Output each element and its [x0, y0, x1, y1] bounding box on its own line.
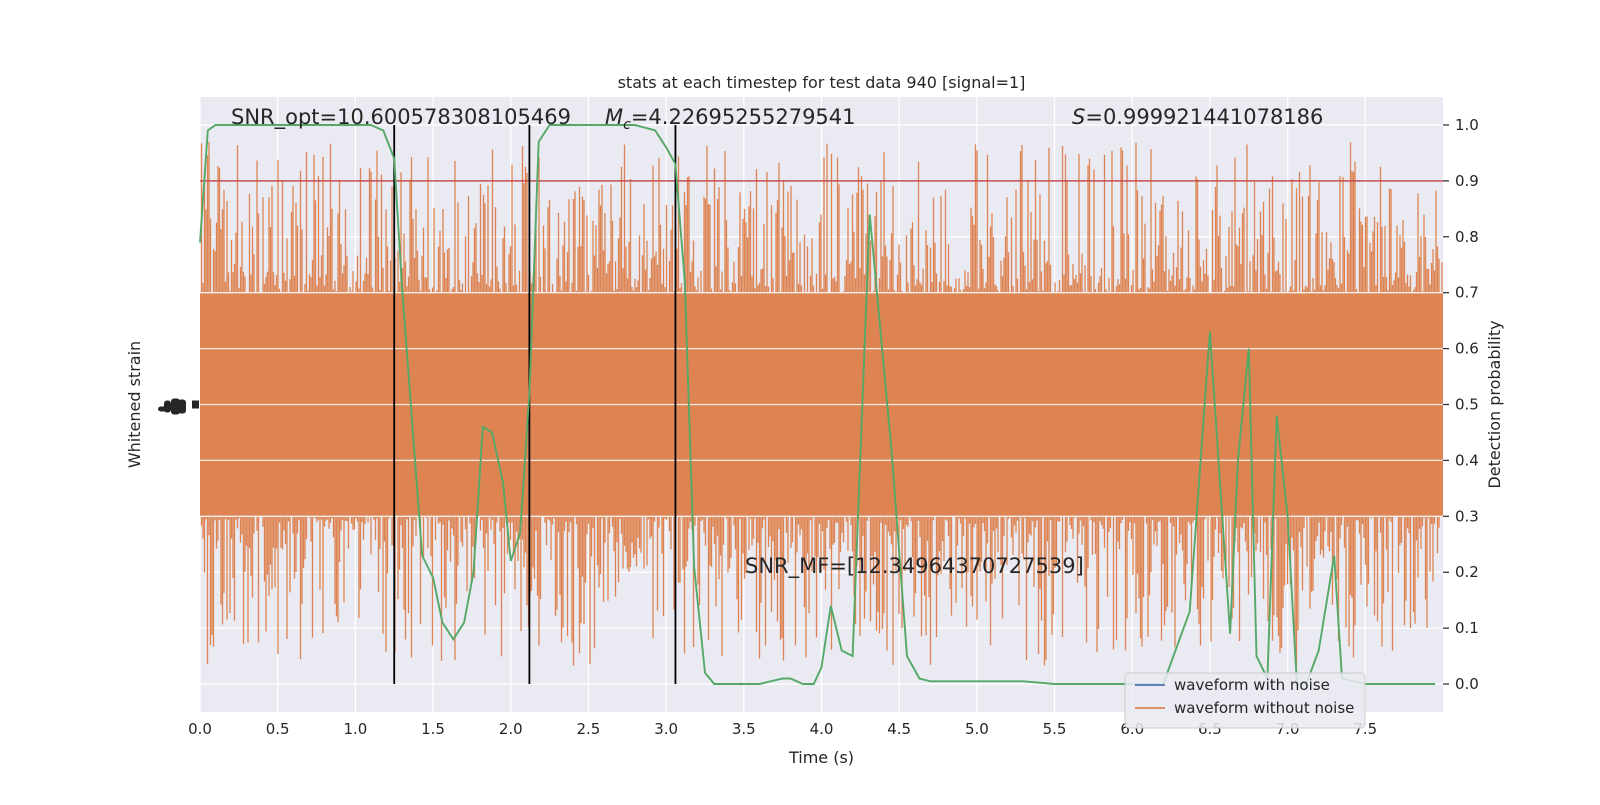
detection-probability-line [199, 124, 1436, 685]
x-tick-label-1: 0.5 [266, 720, 290, 738]
y-axis-ticks: 0.0 0.1 0.2 0.3 0.4 0.5 0.6 0.7 0.8 0.9 1.0 [1443, 116, 1479, 693]
series-lines [199, 124, 1436, 685]
y-tick-label-4: 0.4 [1455, 451, 1479, 469]
annotation-snr-opt: SNR_opt=10.600578308105469 [231, 105, 571, 130]
annotation-s: S=0.999921441078186 [1072, 105, 1323, 129]
x-tick-label-0: 0.0 [188, 720, 212, 738]
y-axis-label-left: Whitened strain [125, 341, 144, 468]
y-tick-label-9: 0.9 [1455, 172, 1479, 190]
s-value: =0.999921441078186 [1085, 105, 1323, 129]
legend-box [1124, 672, 1366, 729]
y-tick-label-10: 1.0 [1455, 116, 1479, 134]
x-tick-label-8: 4.0 [810, 720, 834, 738]
annotation-mc: Mc=4.22695255279541 [605, 105, 856, 133]
left-tick-glyph-3 [158, 406, 170, 412]
x-tick-label-2: 1.0 [343, 720, 367, 738]
x-tick-label-10: 5.0 [965, 720, 989, 738]
chart-title: stats at each timestep for test data 940… [618, 73, 1026, 92]
x-tick-label-11: 5.5 [1043, 720, 1067, 738]
legend-label-waveform-with-noise: waveform with noise [1174, 676, 1330, 694]
x-tick-label-3: 1.5 [421, 720, 445, 738]
s-symbol: S [1072, 105, 1085, 129]
x-tick-label-4: 2.0 [499, 720, 523, 738]
y-tick-label-6: 0.6 [1455, 340, 1479, 358]
y-axis-label-right: Detection probability [1485, 320, 1504, 488]
y-tick-label-5: 0.5 [1455, 396, 1479, 414]
left-axis-overlapping-ticks [158, 398, 199, 415]
x-tick-label-7: 3.5 [732, 720, 756, 738]
y-tick-label-7: 0.7 [1455, 284, 1479, 302]
x-tick-label-6: 3.0 [654, 720, 678, 738]
marker-lines [200, 124, 1443, 685]
legend-label-waveform-without-noise: waveform without noise [1174, 699, 1354, 717]
mc-subscript: c [623, 117, 631, 133]
y-tick-label-2: 0.2 [1455, 563, 1479, 581]
x-tick-label-9: 4.5 [887, 720, 911, 738]
legend: waveform with noise waveform without noi… [1124, 672, 1366, 729]
y-tick-label-3: 0.3 [1455, 507, 1479, 525]
mc-symbol: M [605, 105, 623, 129]
strain-band [199, 141, 1443, 666]
left-tick-glyph-1 [171, 398, 180, 415]
mc-value: =4.22695255279541 [631, 105, 856, 129]
annotation-snr-mf: SNR_MF=[12.34964370727539] [745, 554, 1084, 579]
y-tick-label-0: 0.0 [1455, 675, 1479, 693]
y-tick-label-1: 0.1 [1455, 619, 1479, 637]
left-tick-glyph-2 [178, 399, 186, 414]
x-tick-label-5: 2.5 [577, 720, 601, 738]
y-tick-label-8: 0.8 [1455, 228, 1479, 246]
x-axis-label: Time (s) [788, 748, 854, 767]
left-tick-mark [192, 400, 199, 409]
